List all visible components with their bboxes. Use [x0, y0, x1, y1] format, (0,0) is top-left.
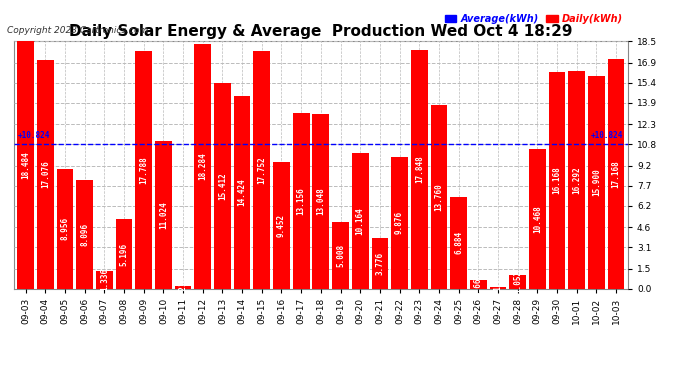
Text: 1.052: 1.052 [513, 270, 522, 293]
Text: 15.900: 15.900 [592, 168, 601, 196]
Text: 0.668: 0.668 [474, 273, 483, 296]
Text: 18.284: 18.284 [198, 153, 207, 180]
Text: +10.824: +10.824 [18, 131, 50, 140]
Bar [195, 44, 211, 289]
Bar [214, 82, 230, 289]
Text: 5.196: 5.196 [119, 242, 128, 266]
Bar [451, 196, 467, 289]
Bar [313, 114, 329, 289]
Bar [116, 219, 132, 289]
Text: 8.096: 8.096 [80, 223, 89, 246]
Text: 8.956: 8.956 [61, 217, 70, 240]
Bar [371, 238, 388, 289]
Bar [411, 50, 428, 289]
Text: 10.468: 10.468 [533, 205, 542, 232]
Bar [431, 105, 447, 289]
Bar [391, 157, 408, 289]
Bar [509, 274, 526, 289]
Text: 9.876: 9.876 [395, 211, 404, 234]
Text: 9.452: 9.452 [277, 214, 286, 237]
Text: 10.164: 10.164 [356, 207, 365, 235]
Bar [175, 286, 191, 289]
Bar [332, 222, 349, 289]
Text: 3.776: 3.776 [375, 252, 384, 275]
Text: 17.168: 17.168 [611, 160, 620, 188]
Text: +10.824: +10.824 [591, 131, 624, 140]
Bar [490, 287, 506, 289]
Text: 16.292: 16.292 [572, 166, 581, 194]
Text: 15.412: 15.412 [218, 172, 227, 200]
Text: 13.760: 13.760 [435, 183, 444, 211]
Text: 0.216: 0.216 [179, 276, 188, 299]
Bar [17, 42, 34, 289]
Bar [96, 271, 112, 289]
Text: 13.048: 13.048 [316, 188, 326, 215]
Text: 6.884: 6.884 [454, 231, 463, 254]
Title: Daily Solar Energy & Average  Production Wed Oct 4 18:29: Daily Solar Energy & Average Production … [69, 24, 573, 39]
Text: 17.848: 17.848 [415, 156, 424, 183]
Bar [57, 169, 73, 289]
Bar [470, 280, 486, 289]
Text: 17.752: 17.752 [257, 156, 266, 184]
Text: 1.336: 1.336 [100, 268, 109, 291]
Bar [529, 149, 546, 289]
Bar [352, 153, 368, 289]
Bar [293, 113, 310, 289]
Text: 16.168: 16.168 [553, 167, 562, 195]
Bar [135, 51, 152, 289]
Text: Copyright 2023 Cartronics.com: Copyright 2023 Cartronics.com [7, 26, 148, 35]
Text: 0.128: 0.128 [493, 276, 502, 300]
Text: 17.788: 17.788 [139, 156, 148, 184]
Text: 14.424: 14.424 [237, 178, 246, 206]
Bar [155, 141, 172, 289]
Bar [549, 72, 565, 289]
Bar [253, 51, 270, 289]
Bar [569, 71, 585, 289]
Bar [273, 162, 290, 289]
Text: 18.484: 18.484 [21, 151, 30, 179]
Bar [608, 59, 624, 289]
Text: 5.008: 5.008 [336, 244, 345, 267]
Bar [234, 96, 250, 289]
Text: 13.156: 13.156 [297, 187, 306, 214]
Text: 17.076: 17.076 [41, 160, 50, 188]
Bar [37, 60, 54, 289]
Legend: Average(kWh), Daily(kWh): Average(kWh), Daily(kWh) [445, 14, 623, 24]
Bar [588, 76, 604, 289]
Text: 11.024: 11.024 [159, 201, 168, 229]
Bar [77, 180, 93, 289]
